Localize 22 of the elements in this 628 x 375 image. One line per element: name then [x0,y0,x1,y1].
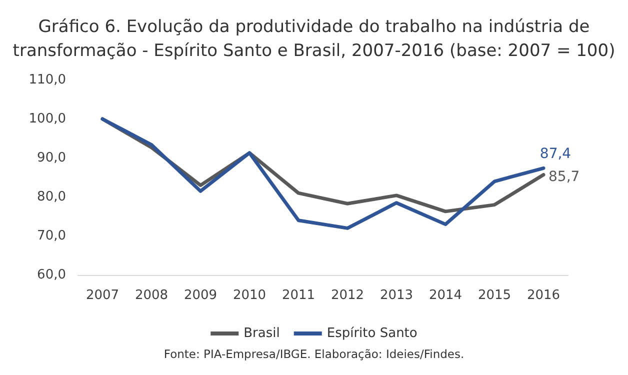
y-tick-label: 80,0 [37,190,66,204]
y-tick-label: 70,0 [37,228,66,244]
chart-title: Gráfico 6. Evolução da produtividade do trabalho na indústria de transformação - Espírito Santo e Brasil, 2007-2016 (base: 2007 = 100) [12,17,616,61]
x-tick-label: 2014 [428,288,462,303]
x-tick-label: 2011 [282,288,316,303]
y-tick-label: 100,0 [28,112,66,126]
x-tick-label: 2010 [232,288,266,303]
x-tick-label: 2013 [380,288,414,303]
x-tick-label: 2008 [134,288,168,303]
x-tick-label: 2015 [478,288,512,303]
y-tick-label: 110,0 [28,72,66,88]
legend-label: Brasil [244,326,280,341]
source-note: Fonte: PIA-Empresa/IBGE. Elaboração: Ideies/Findes. [164,347,464,361]
data-label: 87,4 [540,146,572,162]
y-tick-label: 90,0 [37,150,66,166]
legend-label: Espírito Santo [326,326,418,341]
x-tick-label: 2016 [526,288,560,303]
x-tick-label: 2007 [86,288,120,303]
x-tick-label: 2009 [184,288,218,303]
x-tick-label: 2012 [330,288,364,303]
data-label: 85,7 [548,168,580,185]
y-tick-label: 60,0 [37,268,66,282]
